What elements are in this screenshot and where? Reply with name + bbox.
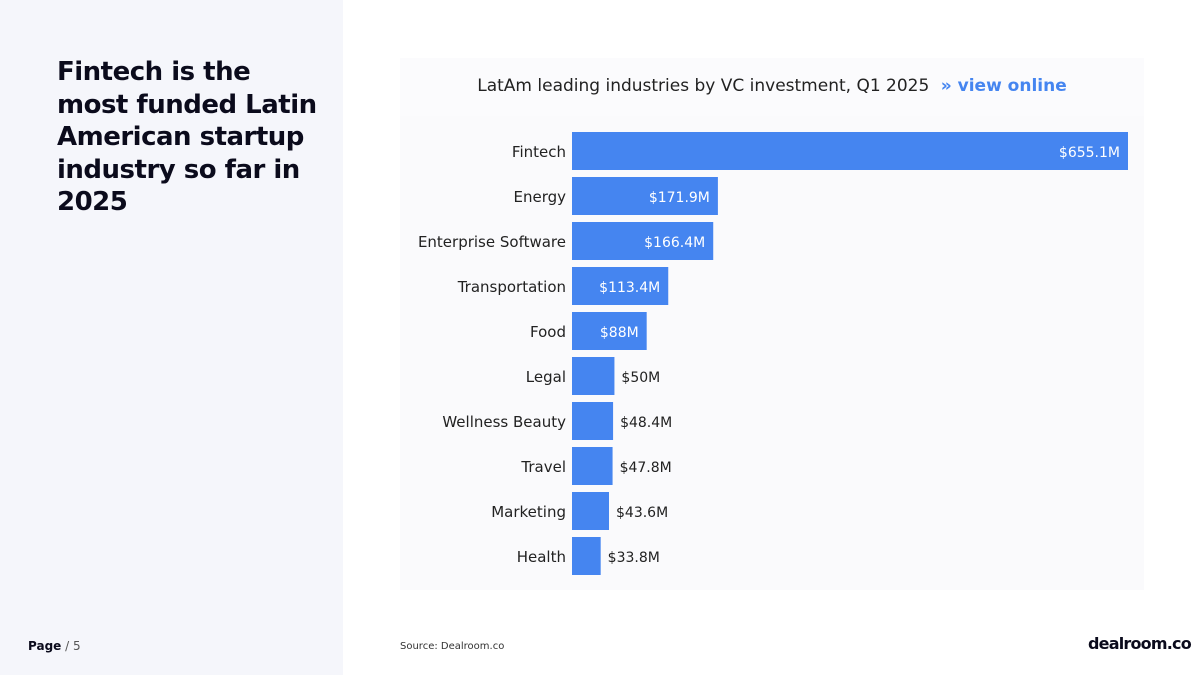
page-separator: / — [61, 639, 73, 653]
category-label: Health — [517, 548, 566, 566]
value-label: $33.8M — [608, 550, 660, 566]
value-label: $655.1M — [1059, 145, 1120, 161]
value-label: $43.6M — [616, 505, 668, 521]
bar[interactable] — [572, 492, 610, 530]
bar[interactable] — [572, 537, 601, 575]
bar[interactable] — [572, 312, 647, 350]
value-label: $47.8M — [620, 460, 672, 476]
source-note: Source: Dealroom.co — [400, 641, 505, 652]
headline: Fintech is the most funded Latin America… — [57, 57, 317, 217]
category-label: Legal — [526, 368, 566, 386]
dealroom-logo: dealroom.co — [1088, 634, 1192, 653]
value-label: $113.4M — [599, 280, 660, 296]
value-label: $88M — [600, 325, 639, 341]
view-online-label: view online — [957, 76, 1067, 96]
bar[interactable] — [572, 222, 714, 260]
chart-plot-area — [400, 116, 1144, 590]
bar[interactable] — [572, 267, 669, 305]
category-label: Enterprise Software — [418, 233, 566, 251]
bar[interactable] — [572, 177, 718, 215]
category-label: Travel — [520, 458, 566, 476]
bar-chart: Fintech $655.1M Energy $171.9M Enterprise So… — [418, 132, 1128, 575]
left-panel — [0, 0, 343, 675]
bar[interactable] — [572, 402, 614, 440]
category-label: Wellness Beauty — [442, 413, 566, 431]
view-online-link[interactable]: » view online — [941, 76, 1067, 96]
value-label: $50M — [621, 370, 660, 386]
category-label: Transportation — [457, 278, 566, 296]
bar[interactable] — [572, 132, 1128, 170]
category-label: Energy — [513, 188, 566, 206]
value-label: $48.4M — [620, 415, 672, 431]
bar[interactable] — [572, 357, 615, 395]
page-indicator: Page / 5 — [28, 639, 81, 653]
category-label: Fintech — [512, 143, 566, 161]
page-label: Page — [28, 639, 62, 653]
bar[interactable] — [572, 447, 613, 485]
value-label: $166.4M — [644, 235, 705, 251]
category-label: Marketing — [491, 503, 566, 521]
chart-header: LatAm leading industries by VC investmen… — [400, 76, 1144, 96]
value-label: $171.9M — [649, 190, 710, 206]
chart-title: LatAm leading industries by VC investmen… — [477, 76, 930, 96]
page-number: 5 — [72, 639, 81, 653]
category-label: Food — [530, 323, 566, 341]
link-arrow-icon: » — [940, 76, 952, 96]
